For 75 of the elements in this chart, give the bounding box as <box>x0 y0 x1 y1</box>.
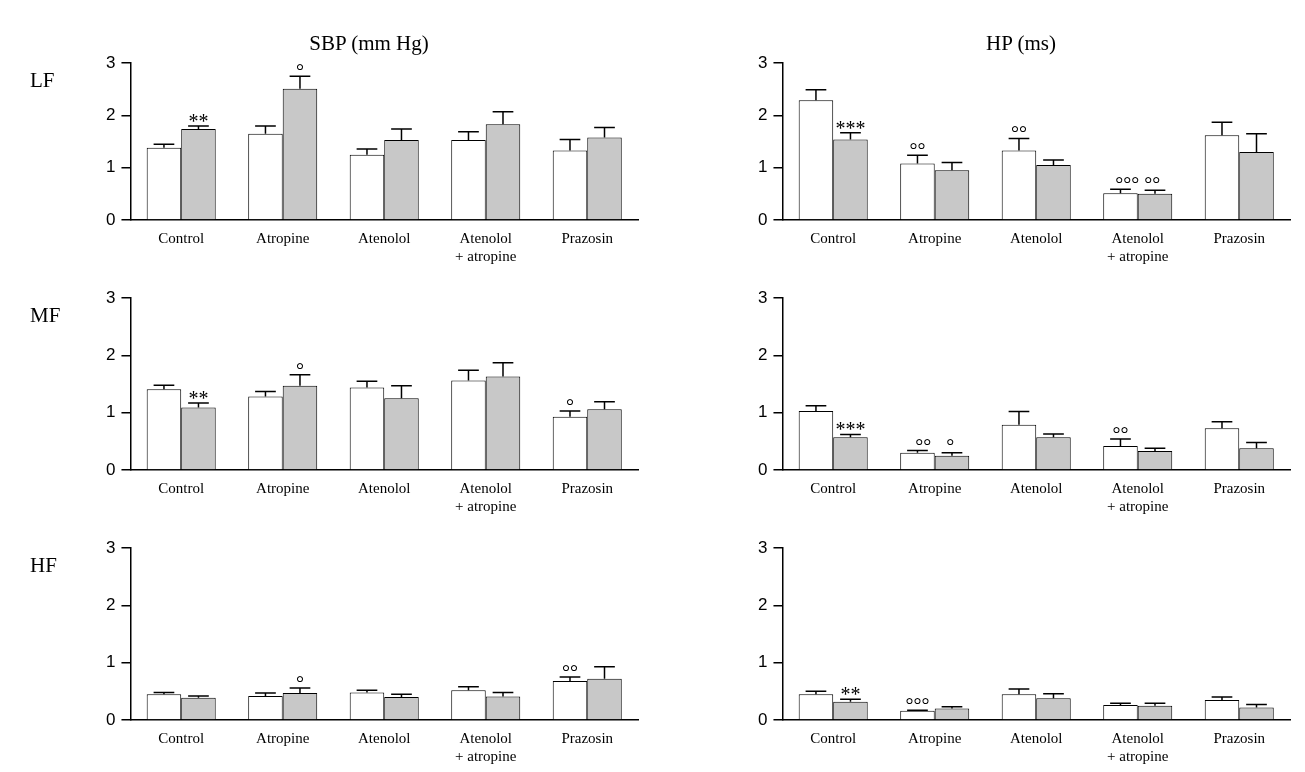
chart-title: SBP (mm Hg) <box>309 31 429 56</box>
x-tick-label: Atenolol <box>1009 729 1063 746</box>
x-tick-label: Atenolol + atropine <box>455 229 517 264</box>
x-tick-label: Atenolol + atropine <box>1107 729 1169 764</box>
y-tick-label: 3 <box>105 537 116 557</box>
y-tick-label: 1 <box>757 652 768 672</box>
annotation: ** <box>188 386 209 409</box>
x-tick-label: Atropine <box>908 729 962 746</box>
chart-title: HP (ms) <box>986 31 1056 56</box>
annotation: °° <box>1010 122 1027 145</box>
x-tick-label: Prazosin <box>1213 229 1266 246</box>
y-axis-title: LF <box>30 67 55 92</box>
y-tick-label: 1 <box>757 157 768 177</box>
annotation: ° <box>565 394 574 417</box>
y-tick-label: 2 <box>757 105 768 125</box>
x-tick-label: Atenolol + atropine <box>455 479 517 514</box>
x-tick-label: Control <box>810 229 857 246</box>
annotation: ° <box>295 60 304 83</box>
y-tick-label: 0 <box>105 709 116 729</box>
x-tick-label: Atropine <box>256 479 310 496</box>
x-tick-label: Atenolol + atropine <box>1107 479 1169 514</box>
x-tick-label: Prazosin <box>561 729 614 746</box>
x-tick-label: Control <box>158 729 205 746</box>
y-tick-label: 2 <box>757 595 768 615</box>
y-tick-label: 1 <box>105 157 116 177</box>
y-tick-label: 2 <box>105 105 116 125</box>
y-tick-label: 2 <box>105 345 116 365</box>
annotation: °° <box>561 661 578 683</box>
x-tick-label: Prazosin <box>1213 479 1266 496</box>
annotation: ° <box>295 671 304 694</box>
annotation: °° ° <box>915 434 955 457</box>
x-tick-label: Atenolol <box>357 229 411 246</box>
x-tick-label: Atenolol <box>357 479 411 496</box>
y-tick-label: 3 <box>757 52 768 72</box>
x-tick-label: Atenolol + atropine <box>455 729 517 764</box>
annotation: °°° <box>905 694 930 717</box>
x-tick-label: Control <box>158 229 205 246</box>
x-tick-label: Control <box>810 729 857 746</box>
y-tick-label: 0 <box>105 459 116 479</box>
y-tick-label: 3 <box>757 537 768 557</box>
x-tick-label: Control <box>158 479 205 496</box>
y-tick-label: 0 <box>757 709 768 729</box>
y-tick-label: 1 <box>105 402 116 422</box>
x-tick-label: Atropine <box>256 729 310 746</box>
x-tick-label: Atenolol <box>357 729 411 746</box>
annotation: °° <box>1112 423 1129 446</box>
y-axis-title: MF <box>30 302 61 327</box>
x-tick-label: Atenolol <box>1009 479 1063 496</box>
annotation: *** <box>835 418 866 441</box>
x-tick-label: Atenolol + atropine <box>1107 229 1169 264</box>
x-tick-label: Atenolol <box>1009 229 1063 246</box>
y-tick-label: 0 <box>757 459 768 479</box>
x-tick-label: Prazosin <box>1213 729 1266 746</box>
annotation: ° <box>295 358 304 381</box>
x-tick-label: Atropine <box>256 229 310 246</box>
annotation: *** <box>835 116 866 139</box>
annotation: °° <box>909 139 926 162</box>
y-tick-label: 2 <box>757 345 768 365</box>
x-tick-label: Prazosin <box>561 229 614 246</box>
y-axis-title: HF <box>30 552 57 577</box>
y-tick-label: 1 <box>757 402 768 422</box>
y-tick-label: 2 <box>105 595 116 615</box>
annotation: ** <box>188 109 209 132</box>
x-tick-label: Atropine <box>908 479 962 496</box>
y-tick-label: 3 <box>757 287 768 307</box>
y-tick-label: 3 <box>105 52 116 72</box>
annotation: ** <box>840 683 861 706</box>
y-tick-label: 3 <box>105 287 116 307</box>
annotation: °°° °° <box>1115 173 1161 196</box>
y-tick-label: 0 <box>105 209 116 229</box>
x-tick-label: Prazosin <box>561 479 614 496</box>
x-tick-label: Control <box>810 479 857 496</box>
y-tick-label: 1 <box>105 652 116 672</box>
x-tick-label: Atropine <box>908 229 962 246</box>
y-tick-label: 0 <box>757 209 768 229</box>
